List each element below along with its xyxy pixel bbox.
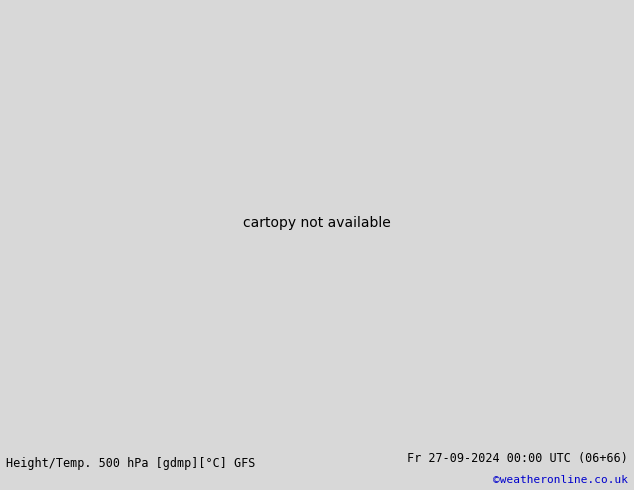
- Text: Height/Temp. 500 hPa [gdmp][°C] GFS: Height/Temp. 500 hPa [gdmp][°C] GFS: [6, 457, 256, 470]
- Text: cartopy not available: cartopy not available: [243, 216, 391, 230]
- Text: Fr 27-09-2024 00:00 UTC (06+66): Fr 27-09-2024 00:00 UTC (06+66): [407, 452, 628, 465]
- Text: ©weatheronline.co.uk: ©weatheronline.co.uk: [493, 475, 628, 485]
